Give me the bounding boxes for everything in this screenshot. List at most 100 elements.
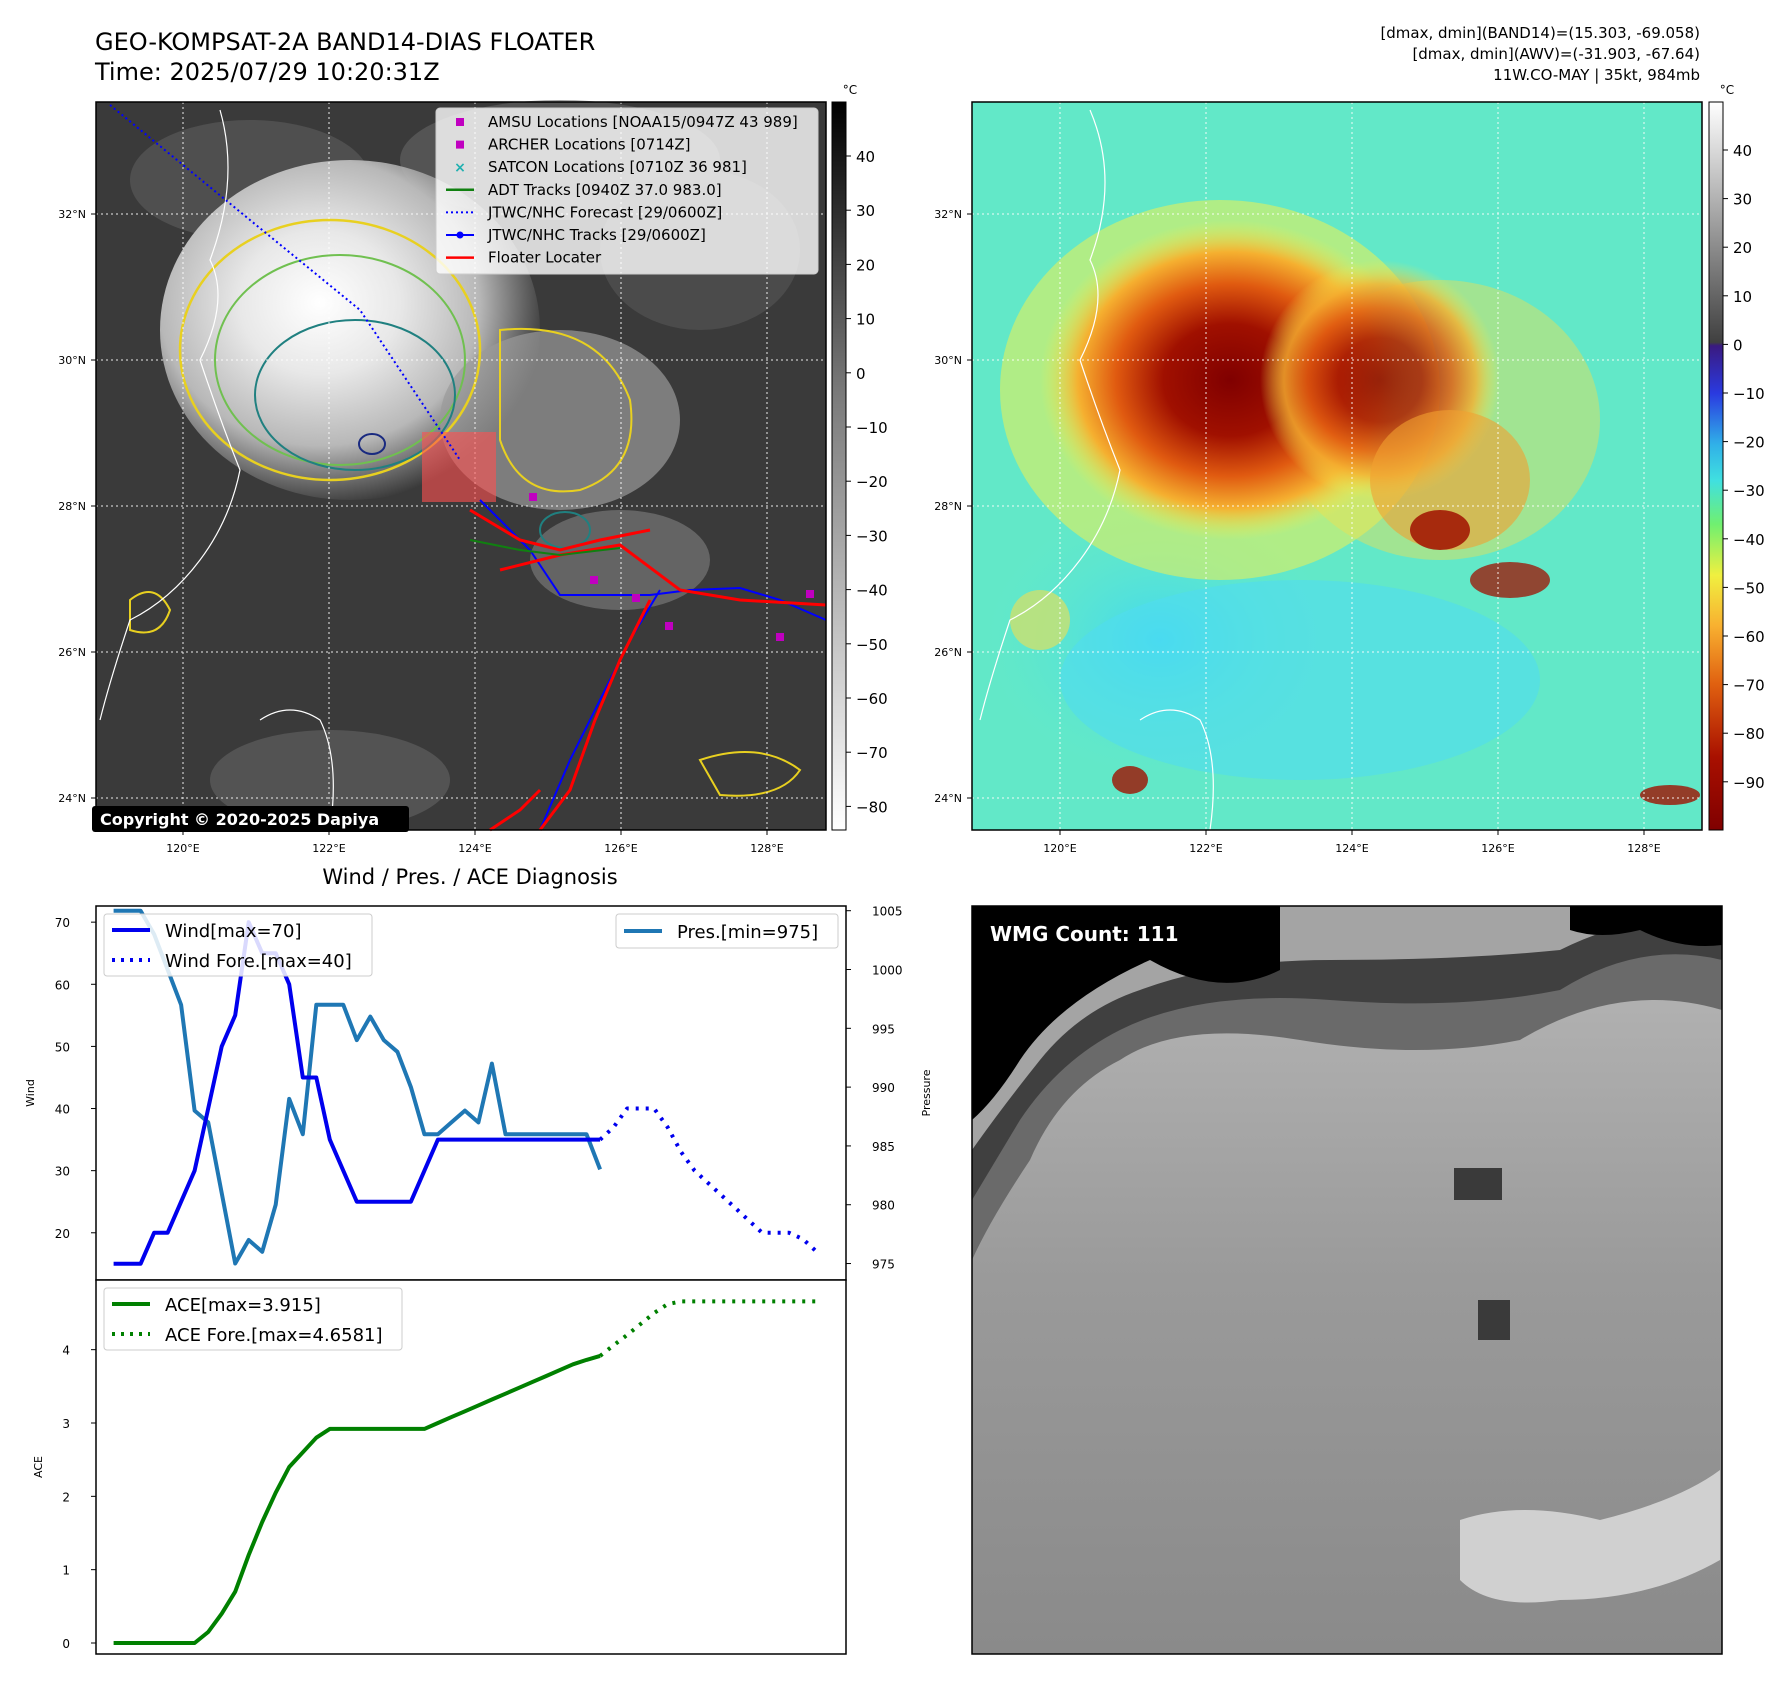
ir-legend-swatch <box>456 140 464 149</box>
ir-cbar-tick-label: −40 <box>856 582 888 600</box>
wv-colorbar-unit: °C <box>1720 83 1734 97</box>
ir-lon-tick-label: 124°E <box>458 842 491 855</box>
wv-cbar-tick-label: −80 <box>1733 725 1765 743</box>
wind-forecast-line <box>598 1106 818 1253</box>
wv-lon-tick-label: 126°E <box>1481 842 1514 855</box>
pressure-legend: Pres.[min=975] <box>615 913 839 949</box>
ir-lon-tick-label: 120°E <box>166 842 199 855</box>
pressure-axis-label: Pressure <box>920 1069 933 1116</box>
pressure-tick-label: 1000 <box>872 964 903 978</box>
wind-fore-legend-label: Wind Fore.[max=40] <box>165 951 352 972</box>
wv-cbar-tick-label: 30 <box>1733 191 1752 209</box>
ir-cbar-tick-label: −80 <box>856 798 888 816</box>
ir-legend-label: AMSU Locations [NOAA15/0947Z 43 989] <box>488 113 798 131</box>
ace-fore-legend-label: ACE Fore.[max=4.6581] <box>165 1325 383 1346</box>
ir-lon-ticks: 120°E 122°E 124°E 126°E 128°E <box>166 830 784 855</box>
wv-cbar-tick-label: 10 <box>1733 288 1752 306</box>
wv-cbar-tick-label: 0 <box>1733 336 1743 354</box>
ace-legend: ACE[max=3.915] ACE Fore.[max=4.6581] <box>103 1287 403 1351</box>
awv-stats: [dmax, dmin](AWV)=(-31.903, -67.64) <box>1412 45 1700 63</box>
ir-lat-ticks: 32°N 30°N 28°N 26°N 24°N <box>58 208 96 805</box>
ir-cbar-tick-label: 40 <box>856 148 875 166</box>
ir-lat-tick-label: 26°N <box>58 646 86 659</box>
ir-lon-tick-label: 128°E <box>750 842 783 855</box>
pressure-tick-label: 975 <box>872 1258 895 1272</box>
ir-cbar-tick-label: 10 <box>856 311 875 329</box>
ir-lat-tick-label: 24°N <box>58 792 86 805</box>
ir-legend-label: Floater Locater <box>488 249 602 267</box>
pressure-tick-label: 995 <box>872 1022 895 1036</box>
ir-cbar-tick-label: −70 <box>856 744 888 762</box>
ir-colorbar-unit: °C <box>843 83 857 97</box>
ir-legend-swatch <box>456 118 464 126</box>
ir-lat-tick-label: 32°N <box>58 208 86 221</box>
wv-lat-ticks: 32°N 30°N 28°N 26°N 24°N <box>934 208 972 805</box>
wv-colorbar: °C 40 30 20 10 0 −10 −20 −30 −40 −50 −60 −70 −80 −90 <box>1708 83 1765 831</box>
wind-tick-label: 20 <box>55 1227 70 1241</box>
ir-cbar-tick-label: −10 <box>856 419 888 437</box>
wv-lon-tick-label: 128°E <box>1627 842 1660 855</box>
ace-legend-label: ACE[max=3.915] <box>165 1295 321 1316</box>
wind-axis-label: Wind <box>24 1079 37 1107</box>
ace-tick-label: 1 <box>62 1564 70 1578</box>
diagnosis-title: Wind / Pres. / ACE Diagnosis <box>322 865 617 889</box>
pressure-tick-label: 1005 <box>872 905 903 919</box>
ir-map-panel: AMSU Locations [NOAA15/0947Z 43 989] ARCH… <box>92 100 827 832</box>
ir-lon-tick-label: 122°E <box>312 842 345 855</box>
wv-cbar-tick-label: −40 <box>1733 531 1765 549</box>
wv-lat-tick-label: 28°N <box>934 500 962 513</box>
wmg-panel: WMG Count: 111 <box>971 905 1723 1655</box>
wv-lon-tick-label: 120°E <box>1043 842 1076 855</box>
ace-line <box>113 1353 601 1645</box>
ir-cbar-tick-label: 30 <box>856 202 875 220</box>
ir-cbar-tick-label: −30 <box>856 527 888 545</box>
wmg-count-label: WMG Count: 111 <box>990 922 1179 946</box>
wv-lon-tick-label: 124°E <box>1335 842 1368 855</box>
wind-legend: Wind[max=70] Wind Fore.[max=40] <box>103 913 373 977</box>
pressure-tick-label: 990 <box>872 1081 895 1095</box>
ace-axis-label: ACE <box>32 1456 45 1478</box>
ace-tick-label: 2 <box>62 1490 70 1504</box>
wind-line <box>113 920 601 1266</box>
ace-tick-label: 0 <box>62 1637 70 1651</box>
wind-tick-label: 30 <box>55 1165 70 1179</box>
wv-cbar-tick-label: 40 <box>1733 142 1752 160</box>
ir-lon-tick-label: 126°E <box>604 842 637 855</box>
ir-legend-swatch-dot <box>456 231 464 239</box>
figure-title-line2: Time: 2025/07/29 10:20:31Z <box>94 58 440 86</box>
wv-lat-tick-label: 26°N <box>934 646 962 659</box>
band14-stats: [dmax, dmin](BAND14)=(15.303, -69.058) <box>1380 24 1700 42</box>
ace-tick-label: 3 <box>62 1417 70 1431</box>
wv-cbar-tick-label: −50 <box>1733 579 1765 597</box>
storm-info: 11W.CO-MAY | 35kt, 984mb <box>1493 66 1700 84</box>
ir-cbar-tick-label: 20 <box>856 256 875 274</box>
wv-cbar-tick-label: 20 <box>1733 239 1752 257</box>
ace-chart: 0 1 2 3 4 ACE ACE[max=3.915] ACE Fore.[max=4… <box>32 1279 847 1655</box>
pressure-line <box>113 908 602 1266</box>
wv-cbar-tick-label: −60 <box>1733 628 1765 646</box>
figure-title-line1: GEO-KOMPSAT-2A BAND14-DIAS FLOATER <box>95 28 595 56</box>
wind-pressure-chart: 20 30 40 50 60 70 975 980 985 990 995 1000 1005 Win… <box>24 905 933 1281</box>
ir-legend-swatch: × <box>454 160 466 176</box>
wv-cbar-tick-label: −70 <box>1733 677 1765 695</box>
ir-lat-tick-label: 28°N <box>58 500 86 513</box>
ir-legend-label: JTWC/NHC Forecast [29/0600Z] <box>487 203 722 221</box>
pressure-tick-label: 980 <box>872 1199 895 1213</box>
wv-lon-ticks: 120°E 122°E 124°E 126°E 128°E <box>1043 830 1661 855</box>
wv-map-panel <box>971 101 1703 831</box>
wind-legend-label: Wind[max=70] <box>165 921 302 942</box>
pressure-tick-label: 985 <box>872 1140 895 1154</box>
wv-cbar-tick-label: −10 <box>1733 385 1765 403</box>
ir-cbar-tick-label: 0 <box>856 365 866 383</box>
wind-tick-label: 60 <box>55 978 70 992</box>
wv-lon-tick-label: 122°E <box>1189 842 1222 855</box>
wind-tick-label: 40 <box>55 1103 70 1117</box>
wind-tick-label: 70 <box>55 916 70 930</box>
wv-cbar-tick-label: −20 <box>1733 434 1765 452</box>
wv-cbar-tick-label: −90 <box>1733 774 1765 792</box>
wv-lat-tick-label: 30°N <box>934 354 962 367</box>
ir-legend: AMSU Locations [NOAA15/0947Z 43 989] ARCH… <box>435 107 819 275</box>
ir-cbar-tick-label: −50 <box>856 636 888 654</box>
pressure-legend-label: Pres.[min=975] <box>677 922 818 943</box>
